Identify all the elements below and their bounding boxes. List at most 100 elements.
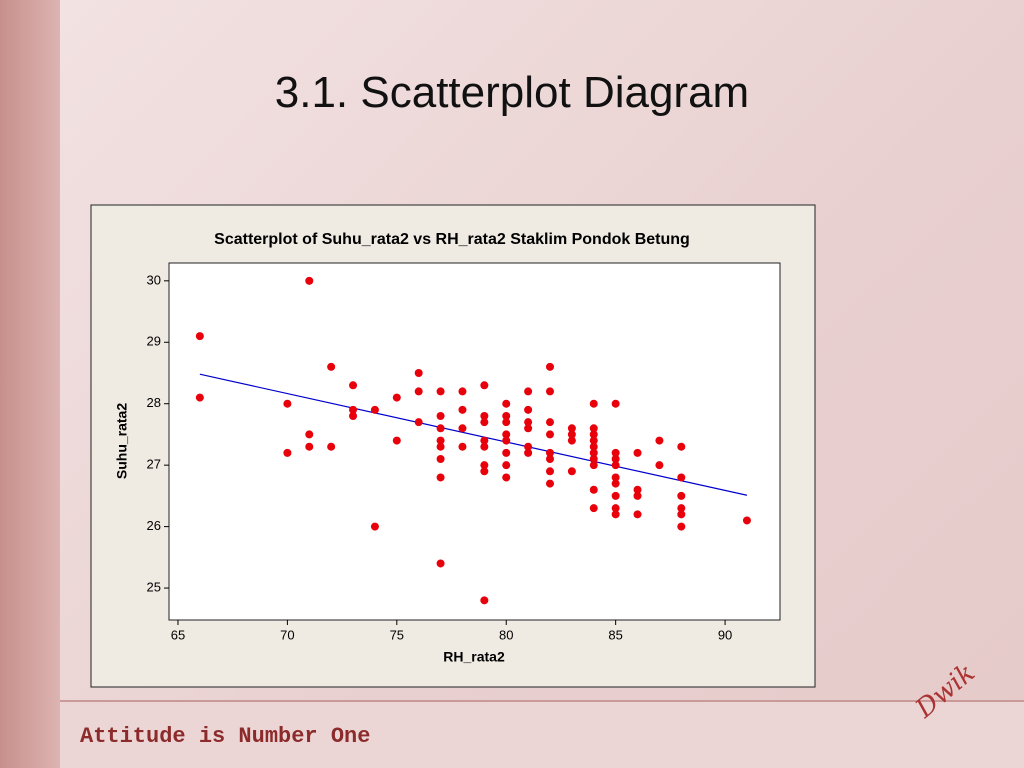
- point: [611, 455, 620, 464]
- y-tick-label: 27: [147, 457, 161, 472]
- point: [742, 516, 751, 525]
- point: [480, 461, 489, 470]
- point: [611, 473, 620, 482]
- x-tick-label: 90: [718, 627, 732, 642]
- bottom-bar: [60, 700, 1024, 768]
- y-tick-label: 29: [147, 334, 161, 349]
- y-tick-label: 26: [147, 518, 161, 533]
- point: [655, 461, 664, 470]
- point: [633, 485, 642, 494]
- point: [524, 442, 533, 451]
- x-tick-label: 65: [171, 627, 185, 642]
- x-tick-label: 70: [280, 627, 294, 642]
- point: [589, 455, 598, 464]
- x-tick-label: 80: [499, 627, 513, 642]
- point: [458, 442, 467, 451]
- point: [370, 522, 379, 531]
- point: [677, 473, 686, 482]
- point: [195, 332, 204, 341]
- point: [589, 485, 598, 494]
- point: [458, 387, 467, 396]
- point: [545, 455, 554, 464]
- point: [414, 368, 423, 377]
- point: [589, 504, 598, 513]
- point: [414, 418, 423, 427]
- point: [502, 418, 511, 427]
- y-axis-label: Suhu_rata2: [114, 403, 130, 479]
- point: [589, 430, 598, 439]
- point: [458, 424, 467, 433]
- fit-line: [199, 373, 748, 496]
- point: [611, 491, 620, 500]
- point: [545, 479, 554, 488]
- point: [677, 522, 686, 531]
- point: [567, 424, 576, 433]
- point: [524, 405, 533, 414]
- point: [545, 467, 554, 476]
- point: [327, 362, 336, 371]
- point: [611, 479, 620, 488]
- point: [589, 461, 598, 470]
- point: [589, 448, 598, 457]
- point: [545, 418, 554, 427]
- point: [502, 412, 511, 420]
- point: [567, 467, 576, 476]
- point: [611, 399, 620, 408]
- point: [327, 442, 336, 451]
- point: [545, 448, 554, 457]
- point: [677, 504, 686, 513]
- point: [589, 424, 598, 433]
- chart-title: Scatterplot of Suhu_rata2 vs RH_rata2 St…: [214, 231, 690, 248]
- point: [633, 491, 642, 500]
- point: [349, 412, 358, 420]
- point: [589, 442, 598, 451]
- point: [436, 387, 445, 396]
- point: [677, 491, 686, 500]
- side-bar: [0, 0, 60, 768]
- point: [392, 436, 401, 445]
- point: [305, 442, 314, 451]
- y-tick-label: 28: [147, 395, 161, 410]
- point: [677, 442, 686, 451]
- point: [589, 436, 598, 445]
- point: [436, 455, 445, 464]
- point: [436, 442, 445, 451]
- point: [480, 412, 489, 420]
- point: [195, 393, 204, 402]
- point: [502, 436, 511, 445]
- point: [567, 430, 576, 439]
- point: [655, 436, 664, 445]
- point: [524, 387, 533, 396]
- x-tick-label: 75: [390, 627, 404, 642]
- point: [414, 387, 423, 396]
- point: [283, 399, 292, 408]
- point: [458, 405, 467, 414]
- point: [611, 504, 620, 513]
- point: [633, 510, 642, 519]
- footer: Attitude is Number One: [80, 724, 371, 749]
- point: [480, 381, 489, 390]
- point: [349, 381, 358, 390]
- point: [524, 424, 533, 433]
- point: [611, 448, 620, 457]
- point: [305, 430, 314, 439]
- point: [480, 467, 489, 476]
- point: [480, 418, 489, 427]
- point: [436, 473, 445, 482]
- point: [502, 448, 511, 457]
- point: [436, 436, 445, 445]
- point: [545, 387, 554, 396]
- x-axis-label: RH_rata2: [443, 649, 505, 665]
- point: [502, 473, 511, 482]
- point: [589, 399, 598, 408]
- point: [480, 596, 489, 605]
- slide-title: 3.1. Scatterplot Diagram: [274, 68, 750, 117]
- point: [611, 510, 620, 519]
- point: [633, 448, 642, 457]
- point: [567, 436, 576, 445]
- point: [611, 461, 620, 470]
- point: [502, 461, 511, 470]
- point: [545, 362, 554, 371]
